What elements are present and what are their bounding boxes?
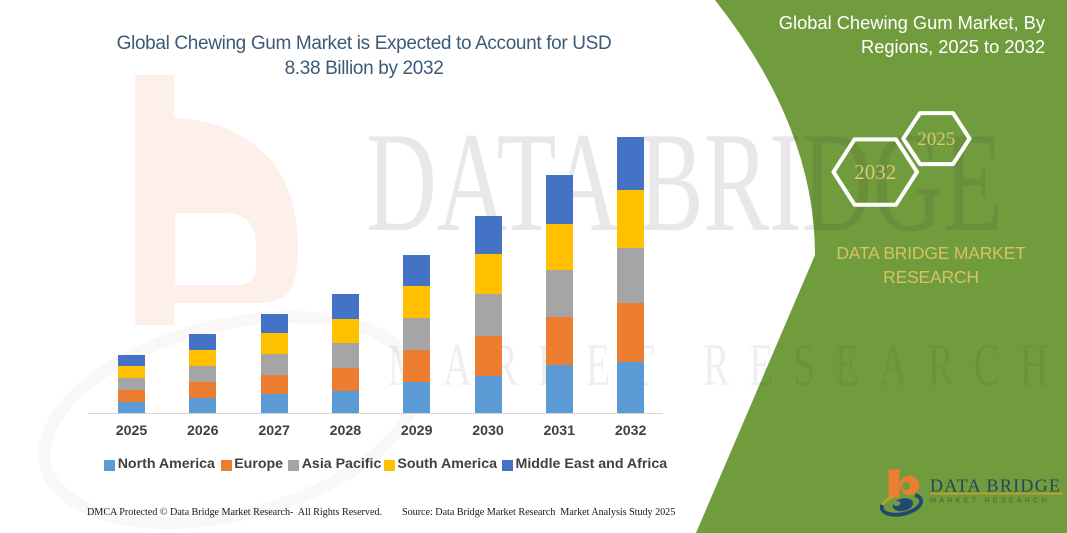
svg-text:DATA BRIDGE: DATA BRIDGE (930, 476, 1060, 496)
svg-text:2032: 2032 (854, 160, 896, 184)
svg-text:MARKET RESEARCH: MARKET RESEARCH (930, 496, 1047, 505)
svg-text:DATA BRIDGE: DATA BRIDGE (366, 103, 1003, 261)
svg-text:2025: 2025 (917, 129, 955, 150)
